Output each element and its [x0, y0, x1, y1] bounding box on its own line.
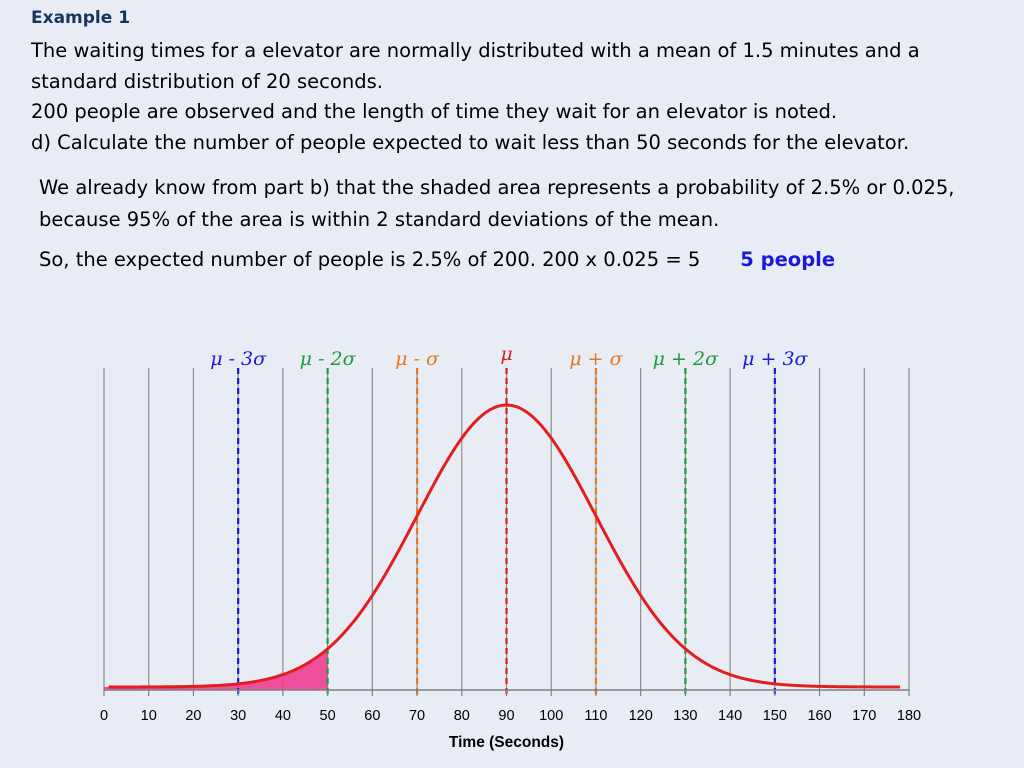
- x-tick-label: 170: [852, 708, 876, 724]
- x-tick-label: 100: [539, 708, 563, 724]
- answer-line-1: We already know from part b) that the sh…: [39, 176, 955, 199]
- x-tick-label: 80: [454, 708, 470, 724]
- x-tick-label: 180: [897, 708, 921, 724]
- x-tick-label: 70: [409, 708, 425, 724]
- normal-distribution-chart: 0 10 20 30 40 50 60 70 80 90 100 110 120 130 140 150 160…: [100, 343, 921, 751]
- x-tick-label: 110: [584, 708, 607, 724]
- reference-label: μ + σ: [569, 348, 623, 370]
- answer-text: We already know from part b) that the sh…: [39, 172, 1019, 276]
- x-axis: 0 10 20 30 40 50 60 70 80 90 100 110 120 130 140 150 160…: [100, 689, 921, 751]
- x-tick-label: 160: [807, 708, 831, 724]
- x-tick-label: 0: [100, 708, 108, 724]
- curve-group: [108, 403, 901, 689]
- reference-label: μ + 2σ: [653, 348, 719, 370]
- shaded-area-group: [104, 648, 328, 690]
- question-text: The waiting times for a elevator are nor…: [31, 36, 1011, 158]
- question-line-1: The waiting times for a elevator are nor…: [31, 39, 920, 62]
- x-tick-label: 60: [364, 708, 380, 724]
- answer-line-3: So, the expected number of people is 2.5…: [39, 248, 701, 271]
- x-tick-label: 50: [320, 708, 336, 724]
- question-line-2: standard distribution of 20 seconds.: [31, 69, 383, 93]
- reference-label: μ - 3σ: [210, 348, 267, 370]
- answer-line-3-row: So, the expected number of people is 2.5…: [39, 244, 1019, 276]
- x-tick-label: 30: [230, 708, 246, 724]
- x-tick-label: 20: [185, 708, 201, 724]
- x-tick-label: 90: [498, 708, 514, 724]
- x-axis-title: Time (Seconds): [449, 734, 564, 751]
- reference-label: μ: [500, 343, 512, 365]
- question-line-3: 200 people are observed and the length o…: [31, 100, 838, 123]
- x-tick-label: 140: [718, 708, 742, 724]
- x-tick-label: 40: [275, 708, 291, 724]
- reference-lines: [237, 368, 776, 698]
- x-tick-label: 130: [673, 708, 697, 724]
- shaded-area: [104, 648, 328, 690]
- final-answer: 5 people: [740, 248, 836, 271]
- answer-line-2: because 95% of the area is within 2 stan…: [39, 208, 720, 231]
- reference-label: μ - 2σ: [300, 348, 357, 370]
- example-heading: Example 1: [31, 8, 131, 28]
- x-tick-label: 150: [763, 708, 787, 724]
- x-tick-label: 120: [629, 708, 653, 724]
- question-line-4: d) Calculate the number of people expect…: [31, 130, 910, 154]
- reference-labels: μ - 3σ μ - 2σ μ - σ μ μ + σ μ + 2σ μ + 3σ: [210, 343, 808, 370]
- reference-label: μ + 3σ: [742, 348, 808, 370]
- reference-label: μ - σ: [395, 348, 440, 370]
- x-tick-label: 10: [141, 708, 157, 724]
- normal-curve: [108, 403, 901, 689]
